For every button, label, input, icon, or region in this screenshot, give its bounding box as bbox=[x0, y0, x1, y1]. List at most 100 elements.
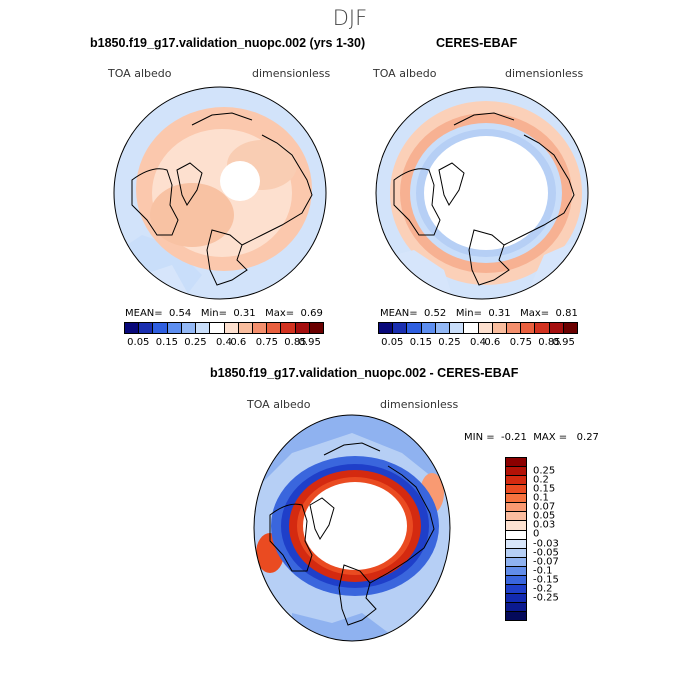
colorbar-tick-label: 0.4 bbox=[216, 337, 232, 348]
panel1-units: dimensionless bbox=[252, 67, 331, 80]
panel1-variable: TOA albedo bbox=[108, 67, 172, 80]
panel1-title: b1850.f19_g17.validation_nuopc.002 (yrs … bbox=[90, 36, 366, 50]
colorbar-swatch bbox=[295, 323, 310, 333]
colorbar-tick-label: 0.2 bbox=[533, 474, 549, 486]
colorbar-swatch bbox=[153, 323, 168, 333]
colorbar-swatch bbox=[478, 323, 493, 333]
figure-title: DJF bbox=[332, 6, 368, 30]
colorbar-swatch bbox=[181, 323, 197, 333]
colorbar-tick-label: -0.1 bbox=[533, 565, 553, 577]
colorbar-tick-label: 0.25 bbox=[438, 337, 461, 348]
colorbar-swatch bbox=[224, 323, 239, 333]
panel1-colorbar bbox=[124, 322, 324, 334]
greenland-outline bbox=[176, 162, 203, 206]
east-asia-outline bbox=[323, 442, 381, 456]
colorbar-swatch bbox=[196, 323, 211, 333]
map-boundary bbox=[375, 86, 589, 300]
panel2-title: CERES-EBAF bbox=[436, 36, 518, 50]
north-america-outline bbox=[393, 168, 441, 236]
colorbar-tick-label: 0.1 bbox=[533, 492, 549, 504]
colorbar-tick-label: 0.6 bbox=[484, 337, 501, 348]
colorbar-tick-label: -0.07 bbox=[533, 556, 559, 568]
colorbar-tick-label: 0.05 bbox=[381, 337, 404, 348]
mean-label: MEAN= bbox=[380, 308, 418, 319]
max-value: 0.81 bbox=[555, 308, 578, 319]
map-boundary bbox=[113, 86, 327, 300]
panel3-colorbar-ticks: 0.25 0.2 0.15 0.1 0.07 0.05 0.03 0 -0.03 -0.05 -0.… bbox=[533, 457, 573, 621]
panel2-units: dimensionless bbox=[505, 67, 584, 80]
mean-value: 0.54 bbox=[169, 308, 192, 319]
colorbar-swatch bbox=[506, 476, 526, 486]
north-america-outline bbox=[269, 503, 313, 572]
colorbar-swatch bbox=[506, 575, 526, 585]
colorbar-tick-label: 0 bbox=[533, 528, 540, 540]
missing-polar-region bbox=[220, 161, 260, 201]
colorbar-swatch bbox=[281, 323, 296, 333]
panel2-variable: TOA albedo bbox=[373, 67, 437, 80]
colorbar-swatch bbox=[506, 566, 526, 576]
colorbar-swatch bbox=[450, 323, 465, 333]
mean-value: 0.52 bbox=[424, 308, 447, 319]
missing-polar-region bbox=[303, 482, 407, 570]
europe-outline bbox=[338, 564, 377, 626]
colorbar-swatch bbox=[535, 323, 550, 333]
colorbar-swatch bbox=[563, 323, 578, 333]
colorbar-tick-label: 0.95 bbox=[298, 337, 321, 348]
panel1-stats: MEAN= 0.54 Min= 0.31 Max= 0.69 bbox=[125, 308, 323, 319]
colorbar-tick-label: -0.25 bbox=[533, 592, 559, 604]
panel2-colorbar bbox=[378, 322, 578, 334]
min-label: MIN = bbox=[464, 432, 495, 443]
max-label: Max= bbox=[520, 308, 550, 319]
panel2-colorbar-ticks: 0.05 0.15 0.25 0.4 0.6 0.75 0.85 0.95 bbox=[378, 337, 578, 349]
colorbar-swatch bbox=[506, 494, 526, 504]
colorbar-swatch bbox=[125, 323, 140, 333]
max-value: 0.69 bbox=[300, 308, 323, 319]
colorbar-swatch bbox=[379, 323, 394, 333]
colorbar-tick-label: -0.2 bbox=[533, 583, 553, 595]
max-value: 0.27 bbox=[576, 432, 599, 443]
colorbar-swatch bbox=[492, 323, 507, 333]
colorbar-swatch bbox=[549, 323, 564, 333]
colorbar-swatch bbox=[506, 593, 526, 603]
east-asia-outline bbox=[453, 112, 515, 126]
colorbar-tick-label: 0.25 bbox=[533, 465, 556, 477]
panel3-stats: MIN = -0.21 MAX = 0.27 bbox=[464, 432, 599, 443]
colorbar-swatch bbox=[506, 512, 526, 522]
colorbar-tick-label: 0.15 bbox=[533, 483, 556, 495]
colorbar-swatch bbox=[506, 557, 526, 567]
colorbar-swatch bbox=[267, 323, 282, 333]
colorbar-swatch bbox=[252, 323, 268, 333]
min-value: -0.21 bbox=[500, 432, 527, 443]
colorbar-swatch bbox=[506, 584, 526, 594]
colorbar-tick-label: -0.03 bbox=[533, 538, 559, 550]
min-value: 0.31 bbox=[488, 308, 511, 319]
colorbar-swatch bbox=[506, 539, 526, 549]
colorbar-swatch bbox=[238, 323, 253, 333]
colorbar-tick-label: 0.05 bbox=[533, 510, 556, 522]
panel1-colorbar-ticks: 0.05 0.15 0.25 0.4 0.6 0.75 0.85 0.95 bbox=[124, 337, 324, 349]
colorbar-swatch bbox=[506, 612, 526, 621]
colorbar-swatch bbox=[435, 323, 451, 333]
colorbar-tick-label: -0.05 bbox=[533, 547, 559, 559]
colorbar-tick-label: -0.15 bbox=[533, 574, 559, 586]
colorbar-swatch bbox=[506, 530, 526, 540]
colorbar-tick-label: 0.95 bbox=[552, 337, 575, 348]
colorbar-swatch bbox=[521, 323, 536, 333]
min-value: 0.31 bbox=[233, 308, 256, 319]
east-asia-outline bbox=[191, 112, 253, 126]
colorbar-tick-label: 0.85 bbox=[538, 337, 561, 348]
colorbar-tick-label: 0.05 bbox=[127, 337, 150, 348]
colorbar-tick-label: 0.07 bbox=[533, 501, 556, 513]
min-label: Min= bbox=[455, 308, 482, 319]
colorbar-tick-label: 0.6 bbox=[230, 337, 247, 348]
mean-label: MEAN= bbox=[125, 308, 163, 319]
colorbar-swatch bbox=[506, 503, 526, 513]
colorbar-swatch bbox=[506, 323, 522, 333]
colorbar-swatch bbox=[210, 323, 225, 333]
panel3-variable: TOA albedo bbox=[247, 398, 311, 411]
panel2-stats: MEAN= 0.52 Min= 0.31 Max= 0.81 bbox=[380, 308, 578, 319]
negative-bias-north bbox=[254, 415, 450, 493]
north-america-outline bbox=[131, 168, 179, 236]
panel3-title: b1850.f19_g17.validation_nuopc.002 - CER… bbox=[210, 366, 519, 380]
colorbar-tick-label: 0.03 bbox=[533, 519, 556, 531]
